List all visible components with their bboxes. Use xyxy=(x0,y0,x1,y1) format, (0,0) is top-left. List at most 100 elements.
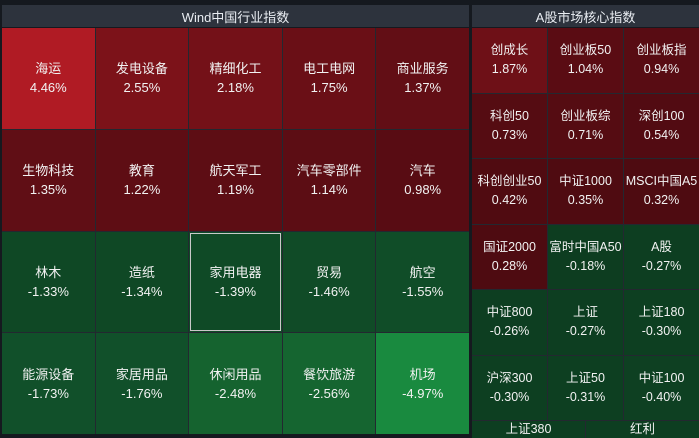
tile-change: -2.56% xyxy=(308,385,350,401)
tile-name: 发电设备 xyxy=(115,61,168,77)
index-tile[interactable]: A股 -0.27% xyxy=(624,224,699,289)
tile-change: 1.75% xyxy=(310,80,348,96)
industry-tile[interactable]: 汽车 0.98% xyxy=(376,129,469,231)
index-tile[interactable]: 创成长 1.87% xyxy=(472,28,547,93)
industry-tile[interactable]: 精细化工 2.18% xyxy=(189,28,282,129)
industry-tile[interactable]: 航天军工 1.19% xyxy=(189,129,282,231)
tile-change: -0.27% xyxy=(641,258,682,273)
industry-tile[interactable]: 生物科技 1.35% xyxy=(2,129,95,231)
tile-change: 1.04% xyxy=(567,62,604,77)
tile-change: 0.54% xyxy=(643,127,680,142)
tile-name: 能源设备 xyxy=(22,366,75,382)
industry-tile[interactable]: 休闲用品 -2.48% xyxy=(189,333,282,434)
tile-change: -1.33% xyxy=(27,283,69,299)
tile-change: 0.28% xyxy=(491,258,528,273)
industry-tile[interactable]: 贸易 -1.46% xyxy=(282,231,376,333)
industry-tile[interactable]: 家居用品 -1.76% xyxy=(95,333,189,434)
tile-name: 沪深300 xyxy=(486,370,533,385)
tile-name: 休闲用品 xyxy=(209,366,262,382)
tile-name: 贸易 xyxy=(316,264,343,280)
tile-name: 家居用品 xyxy=(115,366,168,382)
tile-name: 创成长 xyxy=(490,43,529,58)
index-tile[interactable]: 上证380 xyxy=(472,421,585,438)
index-tile[interactable]: 上证180 -0.30% xyxy=(624,290,699,355)
tile-change: 4.46% xyxy=(29,80,67,96)
industry-tile[interactable]: 商业服务 1.37% xyxy=(376,28,469,129)
tile-change: 2.18% xyxy=(217,80,254,96)
tile-change: -0.26% xyxy=(489,324,530,339)
industry-tile[interactable]: 能源设备 -1.73% xyxy=(2,333,95,434)
index-tile[interactable]: 创业板指 0.94% xyxy=(624,28,699,93)
index-tile[interactable]: 科创50 0.73% xyxy=(472,93,547,158)
tile-change: -1.39% xyxy=(214,283,257,299)
tile-change: 1.19% xyxy=(217,182,254,198)
core-index-heatmap: 创成长 1.87% 创业板50 1.04% 创业板指 0.94% 科创50 0.73% 创业板综… xyxy=(472,28,699,438)
industry-heatmap: 海运 4.46% 发电设备 2.55% 精细化工 2.18% 电工电网 1.75% 商业服务 1.… xyxy=(2,28,469,434)
tile-name: 富时中国A50 xyxy=(549,239,622,254)
tile-change: -1.73% xyxy=(27,385,69,401)
index-bottom-row: 上证380 红利 xyxy=(472,421,699,438)
tile-name: A股 xyxy=(651,239,672,254)
tile-change: 2.55% xyxy=(123,80,161,96)
tile-name: 中证100 xyxy=(638,370,685,385)
tile-name: 机场 xyxy=(409,366,436,382)
tile-name: 家用电器 xyxy=(209,264,262,280)
tile-change: -4.97% xyxy=(402,385,444,401)
index-tile[interactable]: 中证1000 0.35% xyxy=(548,159,623,224)
tile-name: 生物科技 xyxy=(22,163,75,179)
index-tile[interactable]: MSCI中国A5 0.32% xyxy=(624,159,699,224)
tile-name: 海运 xyxy=(35,61,62,77)
tile-name: 创业板综 xyxy=(560,108,611,123)
tile-name: 红利 xyxy=(629,422,655,436)
industry-tile[interactable]: 机场 -4.97% xyxy=(376,333,469,434)
tile-name: 汽车零部件 xyxy=(296,163,362,179)
industry-tile[interactable]: 家用电器 -1.39% xyxy=(189,231,282,333)
industry-tile[interactable]: 造纸 -1.34% xyxy=(95,231,189,333)
tile-change: 0.98% xyxy=(404,182,442,198)
tile-name: 上证 xyxy=(572,305,598,320)
industry-tile[interactable]: 航空 -1.55% xyxy=(376,231,469,333)
tile-change: -0.40% xyxy=(641,389,682,404)
industry-tile[interactable]: 林木 -1.33% xyxy=(2,231,95,333)
index-tile[interactable]: 上证50 -0.31% xyxy=(548,355,623,420)
tile-name: 精细化工 xyxy=(209,61,262,77)
industry-tile[interactable]: 餐饮旅游 -2.56% xyxy=(282,333,376,434)
tile-change: 0.71% xyxy=(567,127,604,142)
tile-name: MSCI中国A5 xyxy=(625,174,698,189)
index-tile[interactable]: 中证800 -0.26% xyxy=(472,290,547,355)
tile-change: -1.55% xyxy=(402,283,444,299)
tile-name: 航空 xyxy=(409,264,436,280)
tile-change: -2.48% xyxy=(214,385,257,401)
tile-name: 创业板50 xyxy=(559,43,612,58)
tile-change: 1.22% xyxy=(123,182,161,198)
tile-change: 1.37% xyxy=(404,80,442,96)
core-index-panel: A股市场核心指数 创成长 1.87% 创业板50 1.04% 创业板指 0.94% 科创50… xyxy=(472,0,699,438)
index-tile[interactable]: 红利 xyxy=(586,421,699,438)
industry-tile[interactable]: 教育 1.22% xyxy=(95,129,189,231)
index-tile[interactable]: 创业板综 0.71% xyxy=(548,93,623,158)
index-tile[interactable]: 富时中国A50 -0.18% xyxy=(548,224,623,289)
industry-tile[interactable]: 海运 4.46% xyxy=(2,28,95,129)
industry-tile[interactable]: 电工电网 1.75% xyxy=(282,28,376,129)
tile-name: 航天军工 xyxy=(209,163,262,179)
index-tile[interactable]: 上证 -0.27% xyxy=(548,290,623,355)
index-tile[interactable]: 国证2000 0.28% xyxy=(472,224,547,289)
tile-change: -0.18% xyxy=(565,258,606,273)
industry-tile[interactable]: 发电设备 2.55% xyxy=(95,28,189,129)
index-tile[interactable]: 创业板50 1.04% xyxy=(548,28,623,93)
tile-change: 0.32% xyxy=(643,193,680,208)
index-tile[interactable]: 中证100 -0.40% xyxy=(624,355,699,420)
tile-change: -1.34% xyxy=(121,283,163,299)
index-tile[interactable]: 深创100 0.54% xyxy=(624,93,699,158)
index-tile[interactable]: 科创创业50 0.42% xyxy=(472,159,547,224)
tile-change: 0.73% xyxy=(491,127,528,142)
tile-name: 上证180 xyxy=(638,305,685,320)
index-tile[interactable]: 沪深300 -0.30% xyxy=(472,355,547,420)
tile-name: 林木 xyxy=(35,264,62,280)
tile-change: -1.76% xyxy=(121,385,163,401)
tile-change: -1.46% xyxy=(308,283,350,299)
core-panel-title: A股市场核心指数 xyxy=(472,5,699,27)
industry-tile[interactable]: 汽车零部件 1.14% xyxy=(282,129,376,231)
tile-name: 商业服务 xyxy=(396,61,449,77)
tile-change: 1.87% xyxy=(491,62,528,77)
